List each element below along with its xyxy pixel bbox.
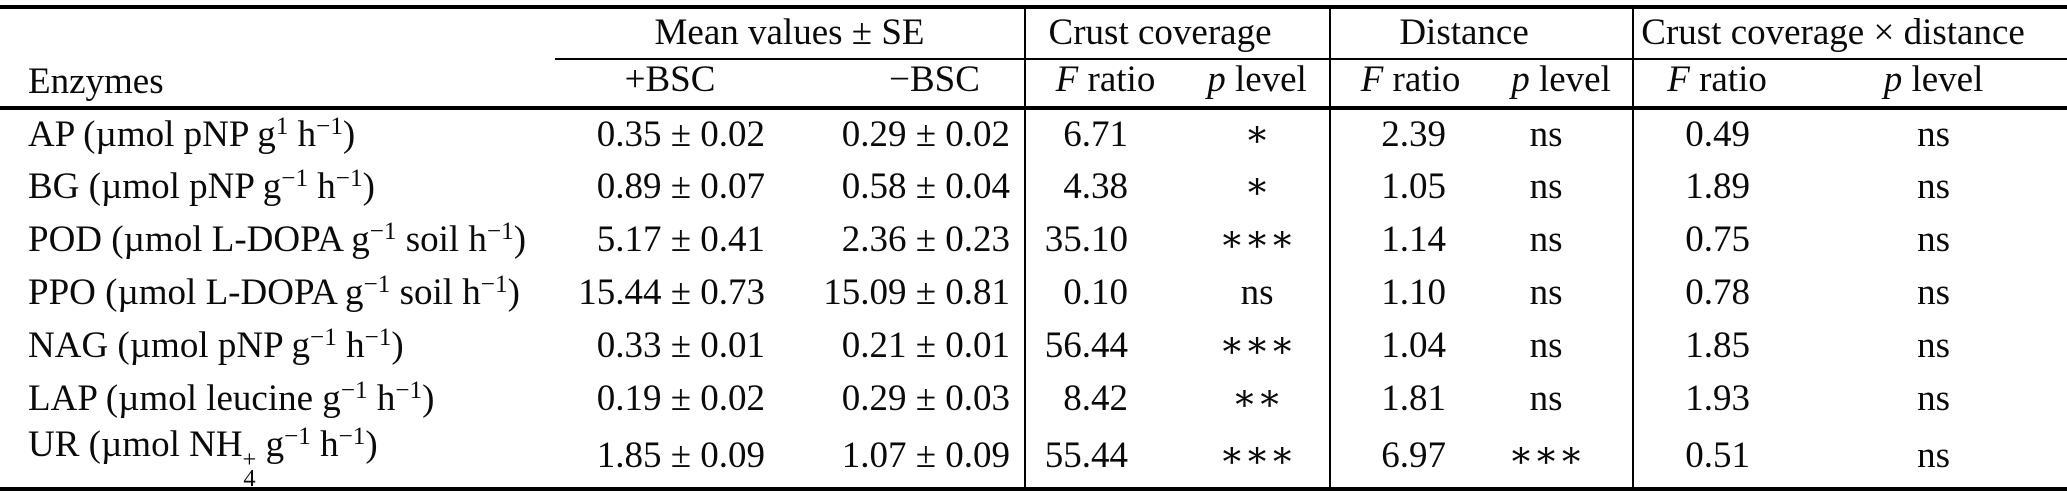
f-ratio-distance-value: 2.39: [1329, 108, 1491, 161]
enzymes-header-spacer: [0, 7, 555, 59]
p-level-distance-value: ns: [1529, 325, 1563, 367]
f-ratio-crust-value: 4.38: [1024, 161, 1186, 214]
enzymes-column-header: Enzymes: [0, 59, 555, 110]
p-level-cxd-value: ns: [1917, 166, 1950, 208]
table-row: BG (µmol pNP g−1 h−1) 0.89 ± 0.07 0.58 ±…: [0, 161, 2067, 214]
mean-plus-bsc-value: 5.17 ± 0.41: [596, 219, 765, 261]
p-level-crust-header: p level: [1185, 59, 1331, 110]
mean-plus-bsc-value: 0.89 ± 0.07: [596, 166, 765, 208]
p-level-crust-value: ns: [1240, 272, 1274, 314]
f-ratio-distance-value: 1.14: [1329, 214, 1491, 267]
f-ratio-cxd-value: 1.85: [1632, 320, 1801, 373]
p-level-crust-value: ∗: [1244, 166, 1270, 208]
p-level-distance-value: ns: [1529, 272, 1563, 314]
mean-plus-bsc-value: 15.44 ± 0.73: [578, 272, 765, 314]
anova-enzyme-table: Mean values ± SE Crust coverage Distance…: [0, 5, 2067, 492]
p-level-cxd-value: ns: [1917, 325, 1950, 367]
f-ratio-crust-value: 6.71: [1024, 108, 1186, 161]
enzyme-name: LAP (µmol leucine g−1 h−1): [28, 377, 435, 420]
table-row: POD (µmol L-DOPA g−1 soil h−1) 5.17 ± 0.…: [0, 214, 2067, 267]
mean-minus-bsc-value: 15.09 ± 0.81: [823, 272, 1011, 314]
p-level-crust-value: ∗: [1244, 114, 1270, 156]
enzyme-name: NAG (µmol pNP g−1 h−1): [28, 324, 404, 367]
mean-minus-bsc-value: 1.07 ± 0.09: [841, 435, 1011, 477]
p-level-cxd-value: ns: [1917, 272, 1950, 314]
f-ratio-cxd-value: 0.75: [1632, 214, 1801, 267]
mean-minus-bsc-value: 0.58 ± 0.04: [841, 166, 1011, 208]
group-header-row: Mean values ± SE Crust coverage Distance…: [0, 7, 2067, 60]
p-level-cxd-value: ns: [1917, 378, 1950, 420]
p-level-distance-value: ∗∗∗: [1508, 435, 1584, 477]
f-ratio-cxd-value: 1.93: [1632, 373, 1801, 426]
enzyme-name: UR (µmol NH +4 g−1 h−1): [28, 422, 378, 492]
p-level-crust-value: ∗∗∗: [1219, 435, 1295, 477]
p-level-crust-value: ∗∗∗: [1219, 325, 1295, 367]
f-ratio-cxd-header: F ratio: [1632, 59, 1801, 110]
mean-plus-bsc-value: 1.85 ± 0.09: [596, 435, 765, 477]
column-header-row: Enzymes +BSC −BSC F ratio p level F rati…: [0, 59, 2067, 110]
mean-minus-bsc-value: 0.29 ± 0.03: [841, 378, 1011, 420]
mean-plus-bsc-value: 0.35 ± 0.02: [596, 114, 765, 156]
table-row: PPO (µmol L-DOPA g−1 soil h−1) 15.44 ± 0…: [0, 267, 2067, 320]
f-ratio-crust-value: 56.44: [1024, 320, 1186, 373]
f-ratio-crust-value: 0.10: [1024, 267, 1186, 320]
enzyme-name: POD (µmol L-DOPA g−1 soil h−1): [28, 218, 527, 261]
group-header-distance: Distance: [1329, 7, 1634, 60]
table-row: AP (µmol pNP g1 h−1) 0.35 ± 0.02 0.29 ± …: [0, 108, 2067, 161]
minus-bsc-column-header: −BSC: [785, 59, 1026, 110]
group-header-crust-coverage: Crust coverage: [1024, 7, 1331, 60]
p-level-cxd-value: ns: [1917, 219, 1950, 261]
group-header-crust-x-distance: Crust coverage × distance: [1632, 7, 2067, 60]
p-level-distance-value: ns: [1529, 114, 1563, 156]
p-level-distance-value: ns: [1529, 166, 1563, 208]
f-ratio-distance-header: F ratio: [1329, 59, 1491, 110]
p-level-distance-value: ns: [1529, 219, 1563, 261]
mean-plus-bsc-value: 0.33 ± 0.01: [596, 325, 765, 367]
f-ratio-crust-value: 8.42: [1024, 373, 1186, 426]
f-ratio-cxd-value: 1.89: [1632, 161, 1801, 214]
f-ratio-distance-value: 1.81: [1329, 373, 1491, 426]
f-ratio-distance-value: 6.97: [1329, 426, 1491, 490]
f-ratio-cxd-value: 0.49: [1632, 108, 1801, 161]
table-row: LAP (µmol leucine g−1 h−1) 0.19 ± 0.02 0…: [0, 373, 2067, 426]
f-ratio-cxd-value: 0.51: [1632, 426, 1801, 490]
f-ratio-crust-value: 55.44: [1024, 426, 1186, 490]
enzyme-name: PPO (µmol L-DOPA g−1 soil h−1): [28, 271, 520, 314]
p-level-crust-value: ∗∗∗: [1219, 219, 1295, 261]
p-level-cxd-value: ns: [1917, 114, 1950, 156]
mean-minus-bsc-value: 2.36 ± 0.23: [841, 219, 1011, 261]
p-level-crust-value: ∗∗: [1231, 378, 1283, 420]
enzyme-name: AP (µmol pNP g1 h−1): [28, 113, 356, 156]
enzyme-name: BG (µmol pNP g−1 h−1): [28, 165, 375, 208]
f-ratio-crust-header: F ratio: [1024, 59, 1186, 110]
p-level-distance-value: ns: [1529, 378, 1563, 420]
f-ratio-distance-value: 1.05: [1329, 161, 1491, 214]
p-level-distance-header: p level: [1490, 59, 1634, 110]
f-ratio-distance-value: 1.10: [1329, 267, 1491, 320]
f-ratio-distance-value: 1.04: [1329, 320, 1491, 373]
table-row: UR (µmol NH +4 g−1 h−1) 1.85 ± 0.09 1.07 …: [0, 422, 2067, 492]
table-row: NAG (µmol pNP g−1 h−1) 0.33 ± 0.01 0.21 …: [0, 320, 2067, 373]
plus-bsc-column-header: +BSC: [555, 59, 785, 110]
f-ratio-crust-value: 35.10: [1024, 214, 1186, 267]
p-level-cxd-header: p level: [1800, 59, 2067, 110]
mean-minus-bsc-value: 0.29 ± 0.02: [841, 114, 1011, 156]
f-ratio-cxd-value: 0.78: [1632, 267, 1801, 320]
p-level-cxd-value: ns: [1917, 435, 1950, 477]
group-header-mean-values: Mean values ± SE: [555, 7, 1026, 60]
mean-minus-bsc-value: 0.21 ± 0.01: [841, 325, 1011, 367]
mean-plus-bsc-value: 0.19 ± 0.02: [596, 378, 765, 420]
